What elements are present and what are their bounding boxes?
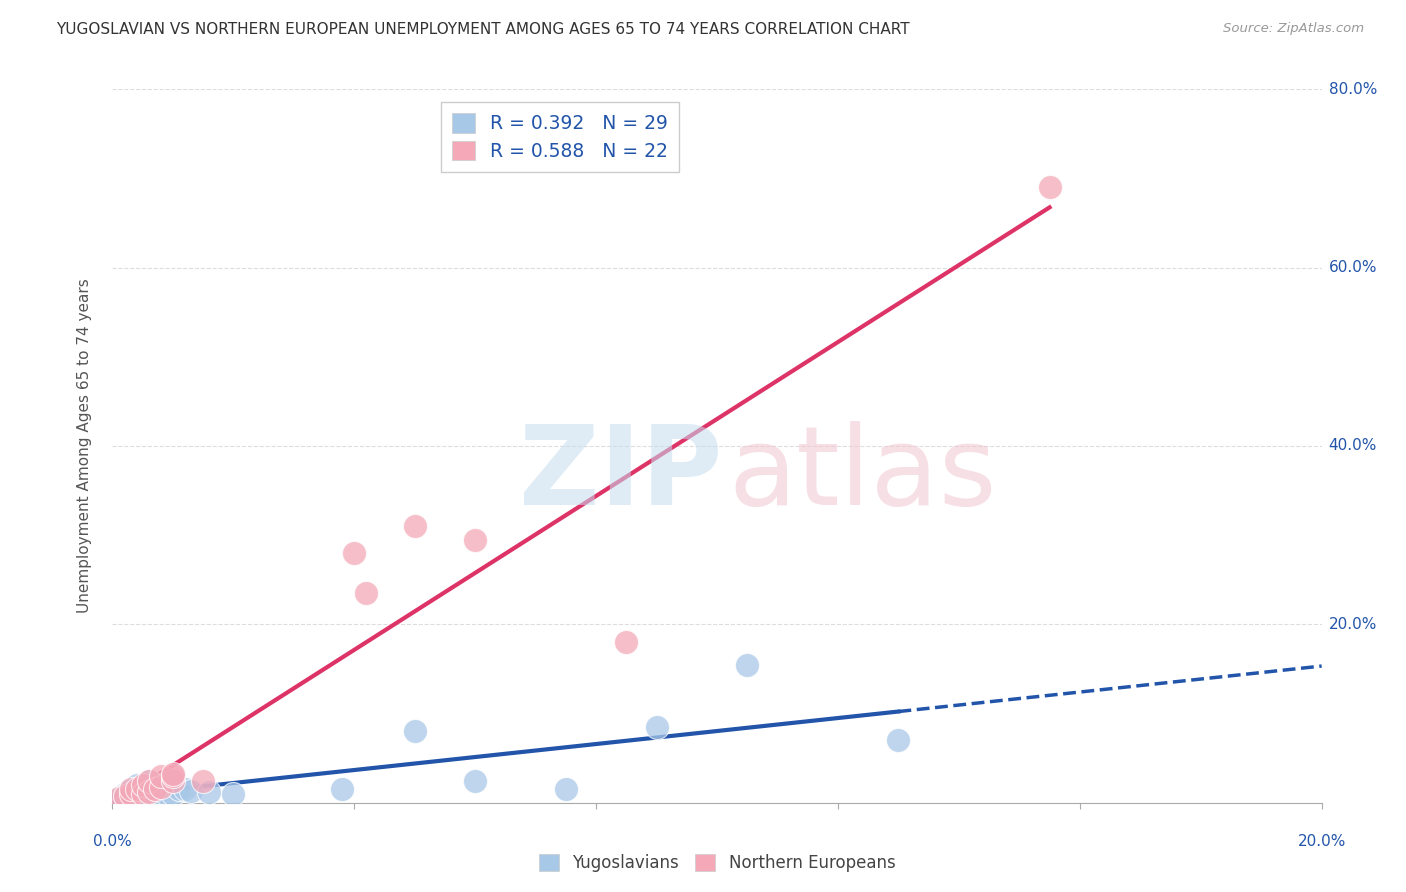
Point	[343, 546, 366, 560]
Point	[107, 791, 129, 805]
Point	[156, 787, 179, 801]
Point	[125, 787, 148, 801]
Point	[143, 782, 166, 797]
Point	[156, 776, 179, 790]
Point	[149, 780, 172, 794]
Text: YUGOSLAVIAN VS NORTHERN EUROPEAN UNEMPLOYMENT AMONG AGES 65 TO 74 YEARS CORRELAT: YUGOSLAVIAN VS NORTHERN EUROPEAN UNEMPLO…	[56, 22, 910, 37]
Legend: Yugoslavians, Northern Europeans: Yugoslavians, Northern Europeans	[530, 846, 904, 880]
Text: 80.0%: 80.0%	[1329, 82, 1376, 96]
Point	[114, 789, 136, 803]
Point	[645, 720, 668, 734]
Point	[138, 773, 160, 788]
Point	[554, 782, 576, 797]
Text: 0.0%: 0.0%	[93, 834, 132, 849]
Point	[887, 733, 910, 747]
Point	[107, 791, 129, 805]
Point	[132, 787, 155, 801]
Point	[356, 586, 378, 600]
Point	[191, 773, 214, 788]
Y-axis label: Unemployment Among Ages 65 to 74 years: Unemployment Among Ages 65 to 74 years	[77, 278, 91, 614]
Point	[120, 789, 142, 803]
Point	[120, 782, 142, 797]
Point	[138, 785, 160, 799]
Point	[162, 773, 184, 788]
Point	[174, 782, 197, 797]
Text: atlas: atlas	[728, 421, 997, 528]
Point	[198, 785, 221, 799]
Text: 20.0%: 20.0%	[1298, 834, 1346, 849]
Point	[1038, 180, 1062, 194]
Point	[138, 789, 160, 803]
Point	[143, 787, 166, 801]
Point	[616, 635, 638, 649]
Text: 40.0%: 40.0%	[1329, 439, 1376, 453]
Point	[222, 787, 245, 801]
Point	[162, 769, 184, 783]
Point	[132, 778, 155, 792]
Point	[330, 782, 353, 797]
Point	[162, 767, 184, 781]
Point	[737, 657, 759, 672]
Point	[120, 782, 142, 797]
Point	[167, 782, 190, 797]
Point	[404, 724, 426, 739]
Point	[132, 787, 155, 801]
Point	[125, 778, 148, 792]
Point	[125, 782, 148, 797]
Text: 60.0%: 60.0%	[1329, 260, 1376, 275]
Text: 20.0%: 20.0%	[1329, 617, 1376, 632]
Point	[180, 784, 202, 798]
Text: ZIP: ZIP	[519, 421, 723, 528]
Point	[149, 769, 172, 783]
Point	[404, 519, 426, 533]
Point	[120, 787, 142, 801]
Point	[138, 773, 160, 788]
Point	[114, 789, 136, 803]
Point	[132, 782, 155, 797]
Point	[114, 787, 136, 801]
Point	[464, 533, 486, 547]
Point	[464, 773, 486, 788]
Point	[149, 778, 172, 792]
Point	[162, 773, 184, 788]
Text: Source: ZipAtlas.com: Source: ZipAtlas.com	[1223, 22, 1364, 36]
Point	[162, 787, 184, 801]
